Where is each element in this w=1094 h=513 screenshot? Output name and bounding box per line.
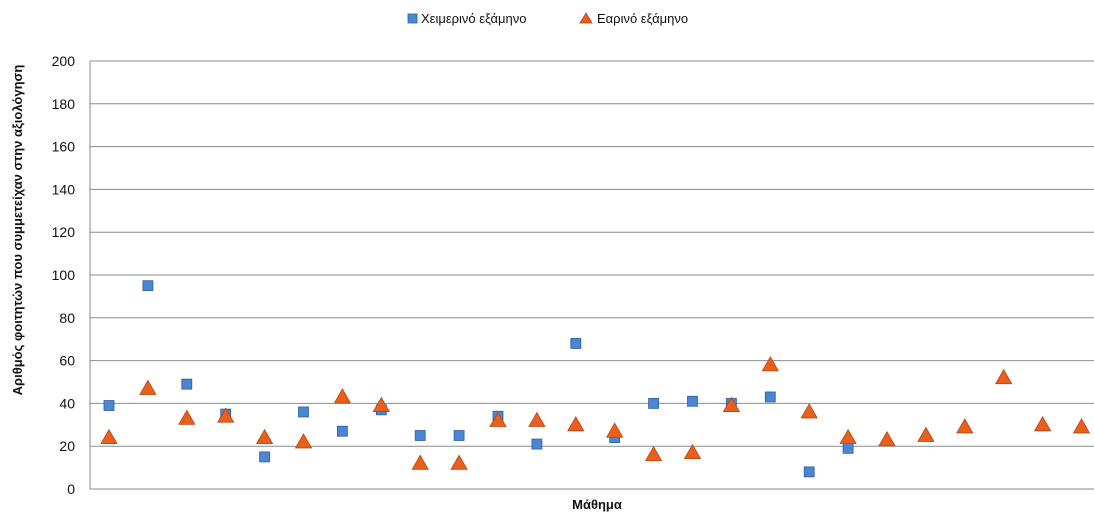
legend: Χειμερινό εξάμηνο Εαρινό εξάμηνο bbox=[407, 11, 688, 26]
spring-point bbox=[1033, 415, 1052, 432]
gridlines bbox=[90, 60, 1094, 447]
spring-point bbox=[450, 454, 468, 470]
spring-point bbox=[567, 415, 585, 432]
spring-point bbox=[995, 368, 1013, 385]
spring-point bbox=[878, 430, 896, 447]
y-tick-label: 180 bbox=[52, 96, 76, 112]
legend-label-spring: Εαρινό εξάμηνο bbox=[597, 11, 688, 26]
y-tick-label: 160 bbox=[52, 139, 76, 155]
y-tick-label: 20 bbox=[59, 438, 75, 454]
spring-point bbox=[683, 443, 702, 460]
winter-point bbox=[842, 442, 854, 454]
spring-point bbox=[294, 433, 313, 449]
spring-point bbox=[761, 356, 779, 372]
winter-point bbox=[414, 430, 426, 441]
spring-point bbox=[606, 422, 624, 438]
y-tick-label: 200 bbox=[52, 53, 76, 69]
legend-marker-winter bbox=[407, 13, 418, 24]
spring-point bbox=[956, 418, 974, 434]
data-points bbox=[100, 280, 1091, 478]
spring-point bbox=[217, 407, 235, 423]
y-tick-label: 100 bbox=[52, 267, 76, 283]
y-tick-label: 80 bbox=[59, 310, 75, 326]
y-tick-label: 0 bbox=[67, 481, 75, 497]
spring-point bbox=[800, 403, 818, 419]
winter-point bbox=[336, 425, 348, 437]
winter-point bbox=[687, 395, 698, 407]
spring-point bbox=[178, 409, 196, 425]
legend-marker-spring bbox=[579, 12, 593, 24]
legend-label-winter: Χειμερινό εξάμηνο bbox=[421, 11, 527, 26]
winter-point bbox=[803, 466, 815, 478]
spring-point bbox=[333, 388, 352, 404]
x-axis-title: Μάθημα bbox=[572, 497, 622, 512]
winter-point bbox=[764, 391, 776, 403]
spring-point bbox=[411, 454, 429, 470]
y-tick-label: 60 bbox=[59, 353, 75, 369]
spring-point bbox=[1072, 418, 1091, 434]
spring-point bbox=[839, 428, 857, 445]
spring-point bbox=[372, 396, 390, 412]
winter-point bbox=[259, 451, 271, 463]
winter-point bbox=[298, 406, 309, 418]
spring-point bbox=[644, 445, 663, 462]
y-axis-tick-labels: 0 20 40 60 80 100 120 140 160 180 200 bbox=[52, 53, 76, 497]
winter-point bbox=[531, 438, 543, 450]
spring-point bbox=[722, 396, 741, 412]
winter-point bbox=[181, 378, 193, 390]
winter-point bbox=[453, 430, 465, 441]
winter-point bbox=[648, 397, 659, 409]
spring-point bbox=[528, 411, 546, 427]
spring-point bbox=[255, 428, 274, 445]
y-tick-label: 120 bbox=[52, 224, 76, 240]
spring-point bbox=[100, 428, 118, 445]
axes bbox=[89, 61, 1094, 490]
y-tick-label: 40 bbox=[59, 395, 75, 411]
spring-point bbox=[489, 411, 507, 427]
spring-point bbox=[917, 426, 935, 442]
spring-point bbox=[139, 379, 157, 395]
winter-point bbox=[570, 338, 582, 349]
y-tick-label: 140 bbox=[52, 181, 76, 197]
winter-point bbox=[142, 280, 154, 292]
winter-point bbox=[103, 400, 115, 411]
y-axis-title: Αριθμός φοιτητών που συμμετείχαν στην αξ… bbox=[10, 65, 25, 396]
